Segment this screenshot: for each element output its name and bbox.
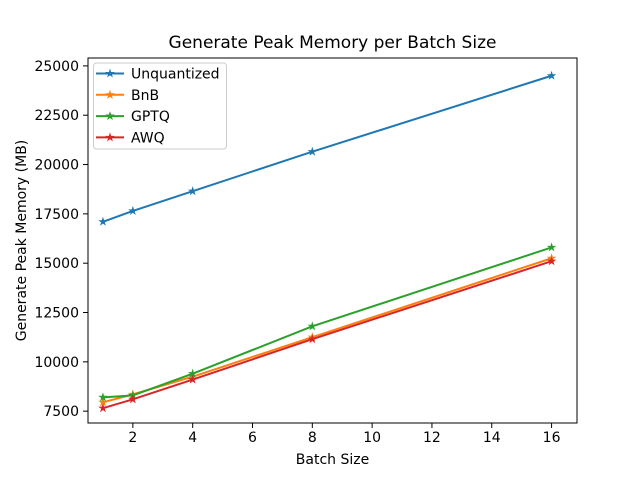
x-tick-label: 14 — [483, 430, 501, 446]
y-tick-label: 15000 — [34, 256, 79, 272]
data-point-marker-awq — [187, 374, 198, 384]
data-point-marker-gptq — [98, 392, 108, 402]
x-axis-label: Batch Size — [296, 452, 369, 468]
data-point-marker-awq — [128, 394, 138, 404]
data-point-marker-unquantized — [307, 146, 318, 156]
y-tick-label: 17500 — [34, 207, 79, 223]
data-point-marker-unquantized — [187, 186, 198, 196]
chart-title: Generate Peak Memory per Batch Size — [169, 33, 497, 53]
series-line-awq — [101, 260, 553, 410]
x-tick-label: 8 — [308, 430, 317, 446]
data-point-marker-awq — [98, 403, 108, 413]
y-tick-label: 7500 — [43, 404, 79, 420]
y-tick-label: 12500 — [34, 306, 79, 322]
y-tick-label: 22500 — [34, 108, 79, 124]
x-tick-label: 10 — [363, 430, 381, 446]
data-point-marker-unquantized — [98, 216, 108, 226]
y-tick-label: 25000 — [34, 59, 79, 75]
y-tick-label: 20000 — [34, 158, 79, 174]
legend-label: AWQ — [131, 130, 165, 146]
legend-star-marker — [105, 132, 115, 142]
y-axis-label: Generate Peak Memory (MB) — [14, 140, 30, 342]
series-line-bnb — [101, 257, 553, 404]
legend-star-marker — [105, 111, 115, 121]
series — [98, 70, 557, 413]
x-tick-label: 6 — [248, 430, 257, 446]
data-point-marker-gptq — [546, 242, 557, 252]
series-line-gptq — [101, 246, 553, 399]
data-point-marker-unquantized — [546, 70, 557, 80]
data-point-marker-awq — [307, 334, 318, 344]
data-point-marker-gptq — [307, 321, 318, 331]
legend-label: GPTQ — [131, 109, 170, 125]
data-point-marker-bnb — [98, 397, 108, 407]
plot-border — [87, 57, 578, 424]
legend-star-marker — [105, 89, 115, 99]
data-point-marker-awq — [546, 256, 557, 266]
legend-star-marker — [105, 68, 115, 78]
legend: Unquantized BnB GPTQ AWQ — [93, 62, 227, 150]
x-tick-label: 4 — [188, 430, 197, 446]
axes: 2 4 6 8 10 12 14 16 7500 10000 12500 15000 17500 2000… — [34, 57, 578, 446]
legend-label: BnB — [131, 88, 159, 104]
x-tick-label: 12 — [423, 430, 441, 446]
legend-box — [93, 62, 227, 150]
x-tick-label: 16 — [543, 430, 561, 446]
y-tick-label: 10000 — [34, 355, 79, 371]
data-point-marker-unquantized — [128, 205, 138, 215]
legend-label: Unquantized — [131, 67, 220, 83]
data-point-marker-gptq — [187, 368, 198, 378]
x-tick-label: 2 — [128, 430, 137, 446]
